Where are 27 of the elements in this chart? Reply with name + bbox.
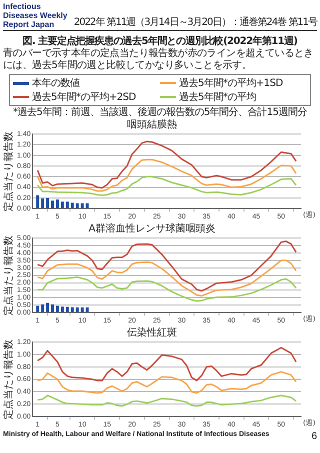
text: 図. 主要定点把握疾患の過去5年間との週別比較(2022年第11週): [22, 34, 298, 48]
legend-label: 過去5年間*の平均+1SD: [179, 76, 283, 90]
y-axis-title: 定点当たり報告数: [2, 339, 15, 420]
chart-title: 咽頭結膜熱: [127, 118, 177, 131]
bar: [46, 198, 50, 208]
text: 6: [311, 431, 317, 442]
bar: [51, 200, 54, 208]
y-axis-title: 定点当たり報告数: [2, 131, 15, 212]
bar: [86, 203, 89, 208]
chart-title: 伝染性紅斑: [127, 326, 177, 339]
bar: [70, 202, 74, 208]
text: Infectious Diseases Weekly Report Japan: [3, 2, 68, 29]
bar: [56, 200, 59, 208]
bar: [76, 203, 79, 208]
text: *過去5年間：前週、当該週、後週の報告数の5年間分、合計15週間分: [12, 107, 308, 118]
bar: [60, 202, 64, 208]
y-axis-title: 定点当たり報告数: [2, 235, 15, 316]
bar: [41, 198, 44, 208]
chart-title: A群溶血性レンサ球菌咽頭炎: [88, 222, 216, 235]
legend-label: 本年の数値: [32, 76, 80, 90]
bar: [80, 203, 84, 208]
text: 青のバーで示す本年の定点当たり報告数が赤のラインを超えているときには、過去5年間の週と比較してかなり多いことを示す。: [3, 48, 314, 72]
text: 2022年 第11週（3月14日～3月20日）：通巻第24巻 第11号: [74, 16, 317, 29]
bar: [66, 202, 69, 208]
bar: [36, 195, 40, 208]
legend-label: 過去5年間*の平均: [179, 90, 256, 104]
legend-label: 過去5年間*の平均+2SD: [32, 90, 136, 104]
